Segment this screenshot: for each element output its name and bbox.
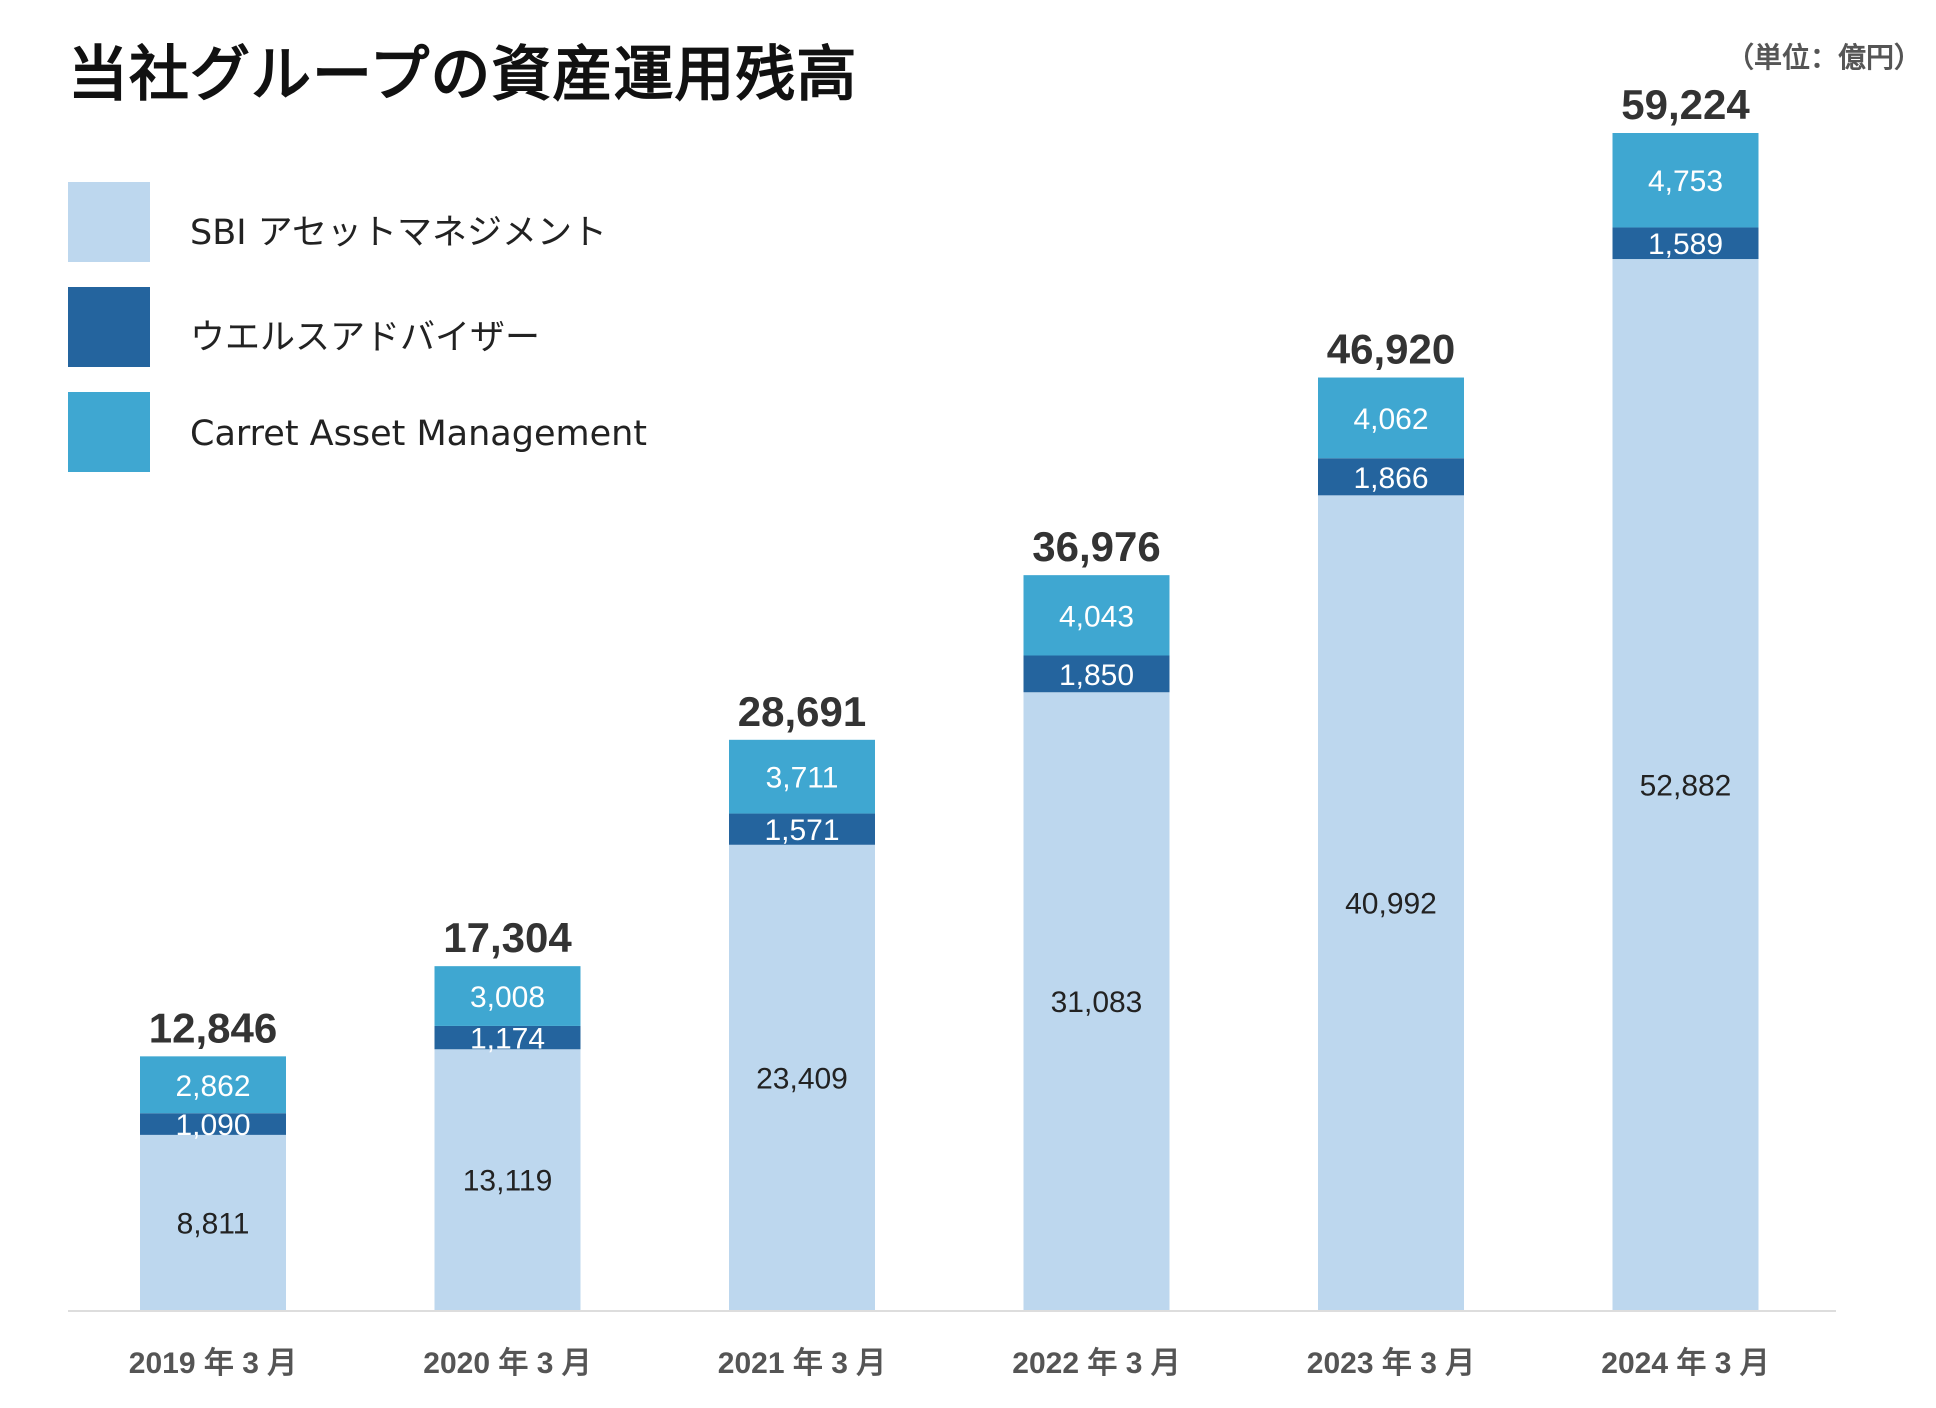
bar-segment-wealth-advisor bbox=[140, 1113, 286, 1135]
bar-segment-sbi bbox=[1612, 259, 1759, 1310]
segment-value-label-carret: 4,753 bbox=[1648, 165, 1723, 198]
bar-segment-wealth-advisor bbox=[729, 813, 875, 845]
legend-label-carret: Carret Asset Management bbox=[190, 414, 648, 454]
segment-value-label-wealth-advisor: 1,174 bbox=[470, 1023, 545, 1056]
segment-value-label-wealth-advisor: 1,866 bbox=[1353, 462, 1428, 495]
bar-segment-sbi bbox=[729, 844, 875, 1310]
bar-total-label: 36,976 bbox=[1032, 523, 1160, 570]
x-tick-label: 2023 年 3 月 bbox=[1307, 1347, 1475, 1380]
segment-value-label-sbi: 31,083 bbox=[1051, 986, 1143, 1019]
chart-title: 当社グループの資産運用残高 bbox=[68, 40, 858, 110]
bar-segment-wealth-advisor bbox=[1612, 227, 1759, 260]
bar-segment-carret bbox=[1023, 575, 1170, 656]
segment-value-label-wealth-advisor: 1,571 bbox=[764, 814, 839, 847]
bar-segment-carret bbox=[1612, 133, 1759, 228]
segment-value-label-carret: 4,062 bbox=[1353, 403, 1428, 436]
bar-segment-wealth-advisor bbox=[1023, 655, 1170, 693]
x-tick-label: 2020 年 3 月 bbox=[423, 1347, 591, 1380]
bar-segment-sbi bbox=[1318, 495, 1464, 1311]
segment-value-label-carret: 3,008 bbox=[470, 981, 545, 1014]
x-tick-label: 2019 年 3 月 bbox=[129, 1347, 297, 1380]
legend-label-wealth-advisor: ウエルスアドバイザー bbox=[190, 318, 541, 358]
legend-label-sbi: SBI アセットマネジメント bbox=[190, 213, 607, 253]
bar-total-label: 17,304 bbox=[443, 914, 572, 961]
segment-value-label-carret: 3,711 bbox=[766, 762, 839, 795]
segment-value-label-sbi: 13,119 bbox=[463, 1165, 553, 1198]
bar-segment-carret bbox=[729, 739, 875, 814]
bar-total-label: 59,224 bbox=[1621, 81, 1750, 128]
bar-segment-carret bbox=[140, 1056, 286, 1114]
segment-value-label-carret: 2,862 bbox=[175, 1070, 250, 1103]
legend-item-wealth-advisor: ウエルスアドバイザー bbox=[68, 287, 708, 369]
unit-label: （単位：億円） bbox=[1725, 41, 1922, 74]
x-tick-label: 2024 年 3 月 bbox=[1601, 1347, 1769, 1380]
bar-total-label: 46,920 bbox=[1327, 326, 1455, 373]
bar-segment-carret bbox=[1318, 377, 1464, 459]
legend-swatch-carret bbox=[68, 392, 150, 472]
x-tick-label: 2022 年 3 月 bbox=[1012, 1347, 1180, 1380]
legend-item-sbi: SBI アセットマネジメント bbox=[68, 182, 708, 264]
segment-value-label-sbi: 52,882 bbox=[1640, 770, 1732, 803]
bar-segment-sbi bbox=[434, 1049, 581, 1310]
bar-total-label: 28,691 bbox=[738, 688, 866, 735]
segment-value-label-wealth-advisor: 1,850 bbox=[1059, 659, 1134, 692]
legend-swatch-wealth-advisor bbox=[68, 287, 150, 367]
segment-value-label-sbi: 23,409 bbox=[756, 1062, 848, 1095]
segment-value-label-carret: 4,043 bbox=[1059, 600, 1134, 633]
x-tick-label: 2021 年 3 月 bbox=[718, 1347, 886, 1380]
bar-segment-sbi bbox=[1023, 692, 1170, 1310]
bar-segment-wealth-advisor bbox=[434, 1025, 581, 1050]
bar-segment-carret bbox=[434, 966, 581, 1026]
legend-swatch-sbi bbox=[68, 182, 150, 262]
bar-total-label: 12,846 bbox=[149, 1004, 277, 1051]
segment-value-label-wealth-advisor: 1,589 bbox=[1648, 228, 1723, 261]
segment-value-label-wealth-advisor: 1,090 bbox=[175, 1109, 250, 1142]
legend-item-carret: Carret Asset Management bbox=[68, 392, 708, 474]
segment-value-label-sbi: 40,992 bbox=[1345, 888, 1437, 921]
bar-segment-wealth-advisor bbox=[1318, 458, 1464, 496]
bar-segment-sbi bbox=[140, 1134, 286, 1310]
segment-value-label-sbi: 8,811 bbox=[177, 1207, 250, 1240]
